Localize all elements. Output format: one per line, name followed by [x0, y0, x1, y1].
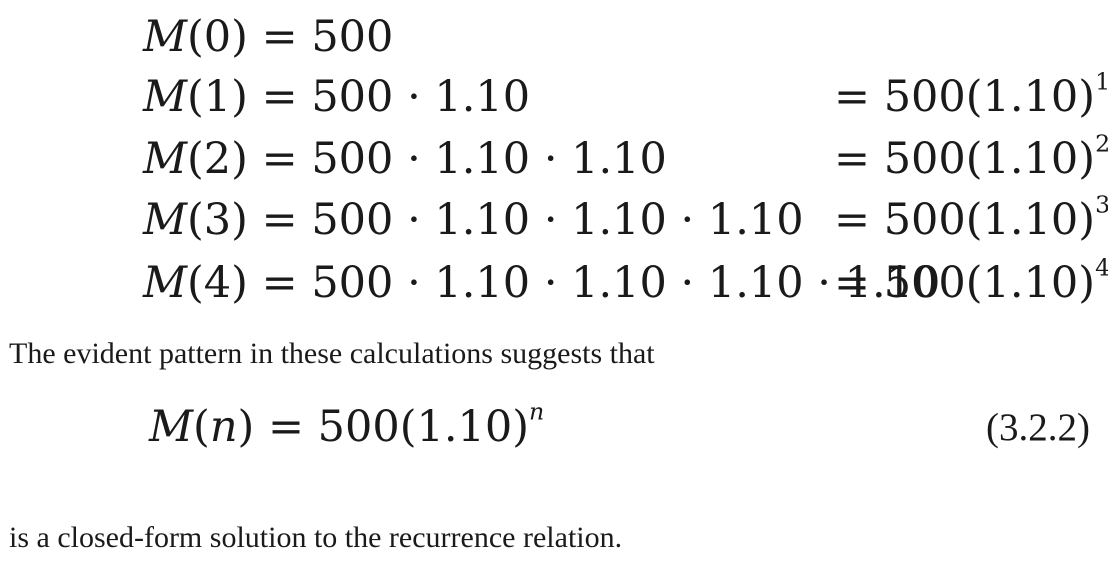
- expansion: = 500 · 1.10 · 1.10 · 1.10: [261, 195, 804, 245]
- paragraph-conclusion: is a closed-form solution to the recurre…: [9, 521, 623, 554]
- equation-line-1: M(1) = 500 · 1.10: [143, 76, 530, 119]
- open-paren: (: [193, 402, 210, 452]
- paragraph-intro: The evident pattern in these calculation…: [9, 337, 655, 370]
- expansion: = 500 · 1.10 · 1.10: [261, 134, 667, 184]
- power-form-4: = 500(1.10)4.: [834, 256, 1108, 305]
- closed-form-formula: M(n) = 500(1.10)n: [149, 400, 544, 449]
- expansion: = 500 · 1.10 · 1.10 · 1.10 · 1.10: [261, 258, 941, 308]
- function-argument: (3): [187, 195, 248, 245]
- power-form-1: = 500(1.10)1: [834, 70, 1108, 119]
- exponent: 3: [1095, 190, 1108, 219]
- equation-line-3: M(3) = 500 · 1.10 · 1.10 · 1.10: [143, 199, 804, 242]
- exponent: 1: [1095, 67, 1108, 96]
- function-name: M: [143, 134, 188, 184]
- power-form-2: = 500(1.10)2: [834, 132, 1108, 181]
- function-argument: (4): [187, 258, 248, 308]
- equation-number: (3.2.2): [986, 406, 1090, 449]
- function-name: M: [149, 402, 194, 452]
- equation-line-2: M(2) = 500 · 1.10 · 1.10: [143, 138, 667, 181]
- variable-n: n: [209, 402, 238, 452]
- function-name: M: [143, 12, 188, 62]
- exponent-n: n: [529, 397, 545, 426]
- function-name: M: [143, 72, 188, 122]
- function-argument: (1): [187, 72, 248, 122]
- function-name: M: [143, 195, 188, 245]
- equation-line-0: M(0) = 500: [143, 16, 393, 59]
- function-name: M: [143, 258, 188, 308]
- close-paren: ): [237, 402, 255, 452]
- function-argument: (0): [187, 12, 248, 62]
- expansion: = 500: [261, 12, 394, 62]
- exponent: 4: [1095, 253, 1108, 282]
- power-form-3: = 500(1.10)3: [834, 193, 1108, 242]
- expansion: = 500 · 1.10: [261, 72, 531, 122]
- formula-body: = 500(1.10): [254, 402, 530, 452]
- function-argument: (2): [187, 134, 248, 184]
- equation-line-4: M(4) = 500 · 1.10 · 1.10 · 1.10 · 1.10: [143, 262, 940, 305]
- exponent: 2: [1095, 129, 1108, 158]
